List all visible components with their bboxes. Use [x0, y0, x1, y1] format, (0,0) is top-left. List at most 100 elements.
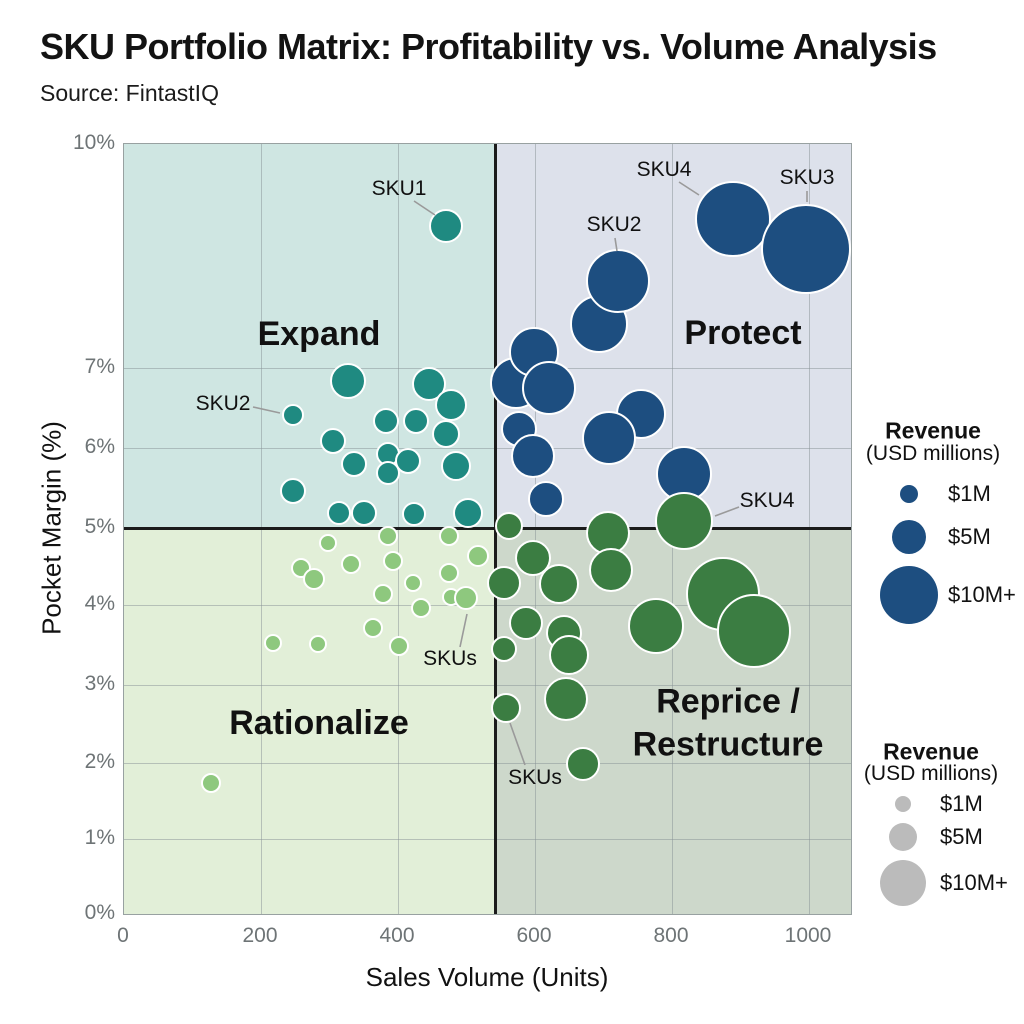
x-tick-label: 1000 [784, 924, 832, 947]
legend-bubble [889, 823, 917, 851]
sku-bubble [438, 525, 459, 546]
legend-item-label: $1M [948, 481, 991, 506]
y-gridline [124, 448, 851, 449]
sku-bubble [527, 481, 564, 518]
sku-bubble [543, 677, 588, 722]
sku-bubble [467, 544, 490, 567]
sku-bubble [280, 478, 307, 505]
sku-bubble [431, 419, 460, 448]
sku-bubble-sku4 [694, 181, 771, 258]
sku-bubble [581, 410, 636, 465]
legend-subtitle: (USD millions) [865, 442, 1001, 465]
x-tick-label: 400 [379, 924, 415, 947]
sku-annotation: SKUs [508, 766, 562, 789]
sku-bubble [319, 427, 346, 454]
sku-bubble [372, 407, 399, 434]
y-gridline [124, 763, 851, 764]
sku-bubble [308, 635, 327, 654]
sku-bubble-sku3 [761, 203, 851, 294]
sku-bubble [329, 362, 366, 399]
sku-bubble-sku2 [585, 248, 650, 313]
sku-bubble [565, 746, 600, 781]
x-tick-label: 0 [117, 924, 129, 947]
quadrant-rationalize [124, 528, 496, 914]
y-tick-label: 10% [72, 131, 115, 154]
sku-bubble-skus [491, 693, 522, 724]
y-tick-label: 0% [84, 901, 115, 924]
legend-title: Revenue [883, 738, 979, 765]
legend-bubble [900, 485, 918, 503]
quadrant-label: Protect [684, 313, 802, 352]
sku-bubble [383, 551, 404, 572]
sku-bubble [452, 497, 483, 528]
sku-bubble [264, 633, 283, 652]
sku-bubble [350, 499, 377, 526]
sku-bubble [717, 593, 792, 668]
x-tick-label: 800 [653, 924, 689, 947]
sku-annotation: SKU1 [371, 177, 427, 200]
sku-annotation: SKU3 [779, 166, 835, 189]
legend-item-label: $10M+ [940, 870, 1008, 895]
sku-bubble [327, 500, 352, 525]
sku-annotation: SKU4 [739, 489, 795, 512]
y-tick-label: 4% [84, 592, 115, 615]
sku-bubble [363, 618, 384, 639]
x-axis-title: Sales Volume (Units) [365, 962, 609, 992]
sku-bubble [656, 445, 713, 502]
x-tick-label: 200 [242, 924, 278, 947]
y-gridline [124, 368, 851, 369]
legend-item-label: $10M+ [948, 582, 1016, 607]
y-tick-label: 5% [84, 515, 115, 538]
sku-bubble [404, 573, 423, 592]
chart-title: SKU Portfolio Matrix: Profitability vs. … [40, 26, 937, 67]
sku-bubble [487, 565, 522, 600]
sku-annotation: SKU4 [636, 158, 692, 181]
sku-annotation: SKU2 [195, 392, 251, 415]
sku-bubble [521, 361, 576, 415]
y-tick-label: 3% [84, 672, 115, 695]
legend-bubble [892, 520, 926, 554]
sku-bubble [494, 511, 523, 540]
y-gridline [124, 685, 851, 686]
sku-bubble [340, 554, 361, 575]
sku-bubble [434, 388, 467, 421]
sku-bubble [372, 584, 393, 605]
quadrant-label: Expand [257, 314, 381, 353]
sku-bubble [549, 635, 590, 676]
legend-item-label: $1M [940, 791, 983, 816]
y-tick-label: 7% [84, 355, 115, 378]
legend-bubble [880, 566, 938, 624]
sku-bubble-sku2 [282, 404, 305, 427]
legend-bubble [895, 796, 911, 812]
sku-bubble [402, 407, 429, 434]
sku-bubble [319, 533, 338, 552]
legend-bubble [880, 860, 926, 906]
sku-bubble [395, 447, 422, 474]
sku-bubble [538, 564, 579, 605]
sku-bubble [302, 567, 325, 590]
y-gridline [124, 839, 851, 840]
sku-bubble [628, 597, 685, 654]
sku-annotation: SKUs [423, 647, 477, 670]
sku-bubble [388, 635, 409, 656]
y-tick-label: 6% [84, 435, 115, 458]
sku-bubble [411, 598, 432, 619]
sku-bubble [509, 605, 544, 640]
sku-bubble [200, 772, 221, 793]
sku-bubble [341, 451, 368, 477]
sku-annotation: SKU2 [586, 213, 642, 236]
y-gridline [124, 605, 851, 606]
chart-source: Source: FintastIQ [40, 80, 219, 106]
quadrant-label: Reprice / Restructure [632, 682, 824, 764]
legend-subtitle: (USD millions) [863, 762, 999, 785]
x-tick-label: 600 [516, 924, 552, 947]
y-tick-label: 1% [84, 826, 115, 849]
legend-item-label: $5M [948, 524, 991, 549]
quadrant-label: Rationalize [229, 703, 409, 742]
sku-bubble-sku4 [655, 491, 714, 550]
sku-bubble [589, 548, 634, 593]
y-tick-label: 2% [84, 750, 115, 773]
horizontal-divider [124, 526, 851, 530]
sku-bubble-sku1 [428, 209, 463, 244]
